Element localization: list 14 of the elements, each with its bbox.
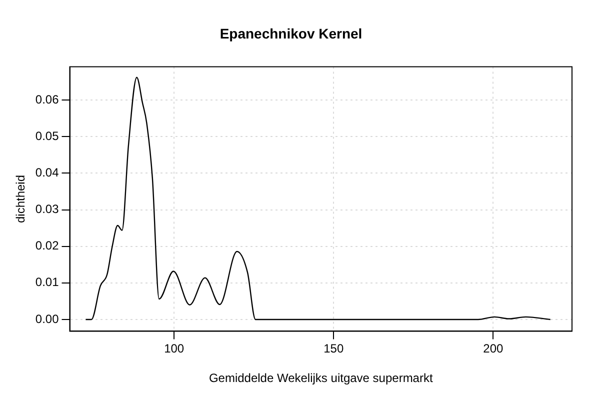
y-tick-label: 0.02 [35, 238, 60, 253]
x-tick-label: 150 [324, 342, 344, 356]
y-tick-label: 0.01 [35, 275, 60, 290]
y-tick-label: 0.06 [35, 92, 60, 106]
y-axis-title: dichtheid [14, 174, 28, 224]
chart-title: Epanechnikov Kernel [220, 25, 362, 42]
x-tick-label: 100 [164, 342, 184, 356]
line-series [85, 76, 551, 320]
y-tick-label: 0.00 [35, 312, 60, 326]
y-tick-label: 0.05 [35, 128, 60, 143]
y-tick-label: 0.04 [35, 166, 60, 180]
x-axis-title: Gemiddelde Wekelijks uitgave supermarkt [208, 371, 434, 386]
y-tick-label: 0.03 [35, 202, 60, 216]
x-tick-label: 200 [483, 342, 504, 356]
